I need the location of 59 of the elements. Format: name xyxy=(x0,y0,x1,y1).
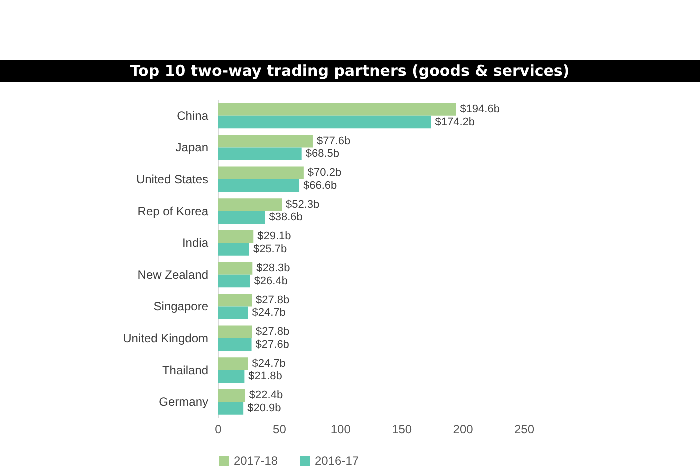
legend-label: 2016-17 xyxy=(315,454,360,467)
data-label: $24.7b xyxy=(252,307,286,320)
bar xyxy=(218,198,282,212)
bar xyxy=(218,211,266,224)
data-label: $27.8b xyxy=(256,326,290,338)
data-label: $25.7b xyxy=(253,243,288,256)
legend-label: 2017-18 xyxy=(234,454,278,467)
y-tick-label: New Zealand xyxy=(138,268,208,282)
data-label: $20.9b xyxy=(248,402,282,414)
bar xyxy=(218,166,304,180)
data-label: $24.7b xyxy=(252,358,286,370)
data-label: $28.3b xyxy=(256,262,290,275)
bar xyxy=(218,148,302,160)
chart-title: Top 10 two-way trading partners (goods & services) xyxy=(0,60,700,82)
x-tick-label: 150 xyxy=(392,422,412,436)
y-tick-label: Thailand xyxy=(162,363,208,378)
x-tick-label: 0 xyxy=(215,422,222,436)
data-label: $194.6b xyxy=(460,104,500,116)
bar xyxy=(218,116,432,129)
data-label: $38.6b xyxy=(269,212,303,224)
data-label: $174.2b xyxy=(435,116,475,128)
x-tick-label: 250 xyxy=(514,422,535,436)
data-label: $52.3b xyxy=(286,198,320,211)
x-tick-label: 100 xyxy=(330,422,352,436)
y-tick-label: India xyxy=(182,236,209,250)
bar xyxy=(218,134,313,148)
y-tick-label: United Kingdom xyxy=(123,332,208,346)
data-label: $77.6b xyxy=(316,135,351,148)
bar xyxy=(218,180,300,192)
data-label: $68.5b xyxy=(306,148,340,160)
y-tick-label: Japan xyxy=(176,140,208,155)
data-label: $66.6b xyxy=(304,180,338,192)
bar xyxy=(218,370,245,384)
data-label: $27.8b xyxy=(256,294,290,306)
bar xyxy=(218,338,252,352)
y-tick-label: United States xyxy=(136,172,208,186)
y-tick-label: Singapore xyxy=(154,300,209,314)
data-label: $70.2b xyxy=(308,167,342,180)
data-label: $26.4b xyxy=(254,275,288,288)
bar xyxy=(218,274,250,288)
data-label: $22.4b xyxy=(249,390,284,402)
bar xyxy=(218,243,250,256)
bar xyxy=(218,358,248,370)
data-label: $21.8b xyxy=(248,370,282,383)
data-label: $29.1b xyxy=(258,230,292,243)
bar xyxy=(218,262,253,275)
y-tick-label: China xyxy=(177,108,209,123)
bar xyxy=(218,103,456,116)
bar xyxy=(218,230,254,244)
y-tick-label: Rep of Korea xyxy=(138,204,209,218)
bar xyxy=(218,389,246,402)
data-label: $27.6b xyxy=(256,338,290,351)
bar xyxy=(218,402,244,415)
bar xyxy=(218,294,252,307)
x-tick-label: 200 xyxy=(453,422,474,436)
bar xyxy=(218,326,252,338)
x-tick-label: 50 xyxy=(273,422,287,436)
bar xyxy=(218,306,248,320)
y-tick-label: Germany xyxy=(159,395,208,410)
